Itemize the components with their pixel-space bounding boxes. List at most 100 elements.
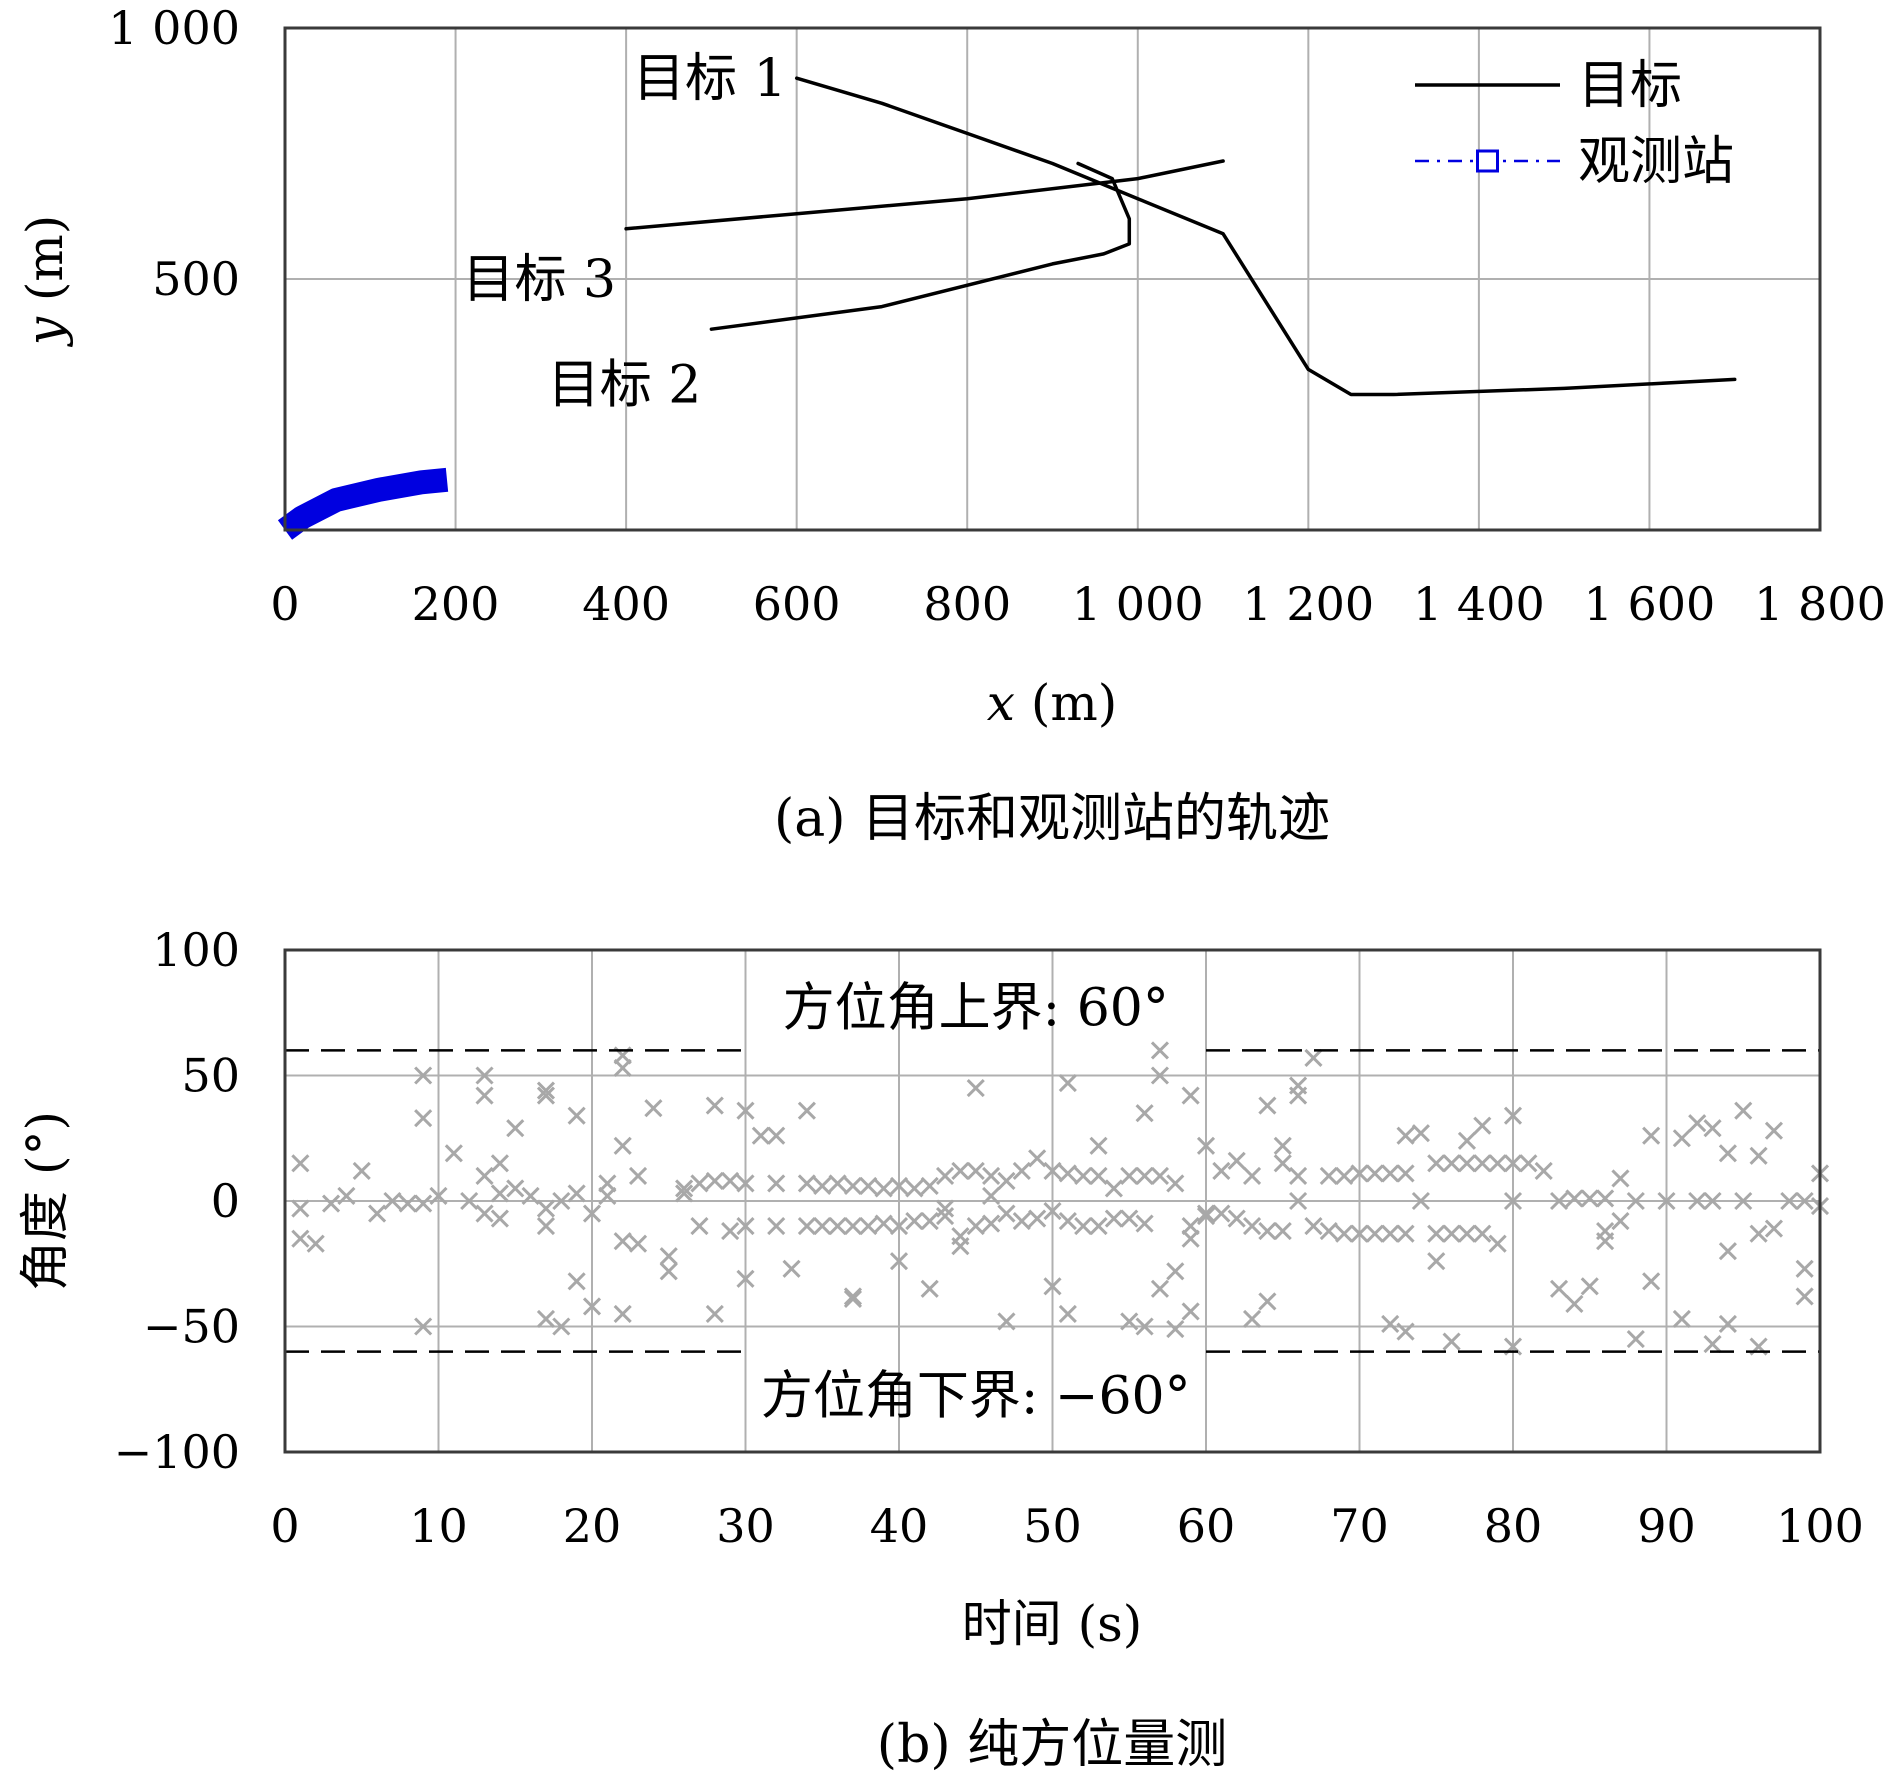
bearing-point	[321, 1194, 341, 1213]
bearing-point	[1258, 1292, 1277, 1311]
bearing-point	[1503, 1191, 1523, 1211]
bearing-point	[828, 1217, 847, 1236]
bearing-point	[1580, 1277, 1599, 1296]
bearing-point	[813, 1176, 832, 1196]
bearing-point	[1596, 1232, 1615, 1251]
bearing-point	[1196, 1206, 1216, 1226]
bearing-point	[1181, 1217, 1200, 1236]
y-tick-label: 100	[152, 923, 240, 977]
bearing-point	[1089, 1217, 1108, 1236]
bearing-point	[1396, 1126, 1415, 1145]
bearing-point	[536, 1217, 556, 1236]
target-label: 目标 3	[462, 250, 616, 310]
bearing-point	[1427, 1224, 1446, 1243]
bearing-point	[1120, 1166, 1139, 1185]
legend-label: 观测站	[1578, 132, 1734, 192]
bearing-point	[736, 1217, 755, 1236]
bearing-point	[1764, 1121, 1784, 1140]
bearing-point	[1611, 1212, 1630, 1231]
bearing-point	[1657, 1191, 1676, 1211]
bearing-point	[997, 1312, 1016, 1331]
bearing-point	[398, 1194, 417, 1213]
bearing-point	[536, 1086, 556, 1105]
bearing-point	[368, 1204, 387, 1223]
bearing-chart: 方位角上界: 60° 方位角下界: −60° 0 10 20 30 40 50 60 70 80 9…	[16, 923, 1864, 1775]
bearing-point	[1304, 1048, 1323, 1067]
bearing-point	[690, 1174, 709, 1193]
bearing-point	[1442, 1224, 1461, 1243]
bearing-point	[843, 1287, 863, 1306]
bearing-point	[843, 1217, 863, 1236]
bearing-point	[1427, 1252, 1446, 1271]
bearing-point	[1396, 1224, 1415, 1243]
target-track	[709, 161, 1132, 331]
bearing-point	[1734, 1191, 1753, 1211]
bearing-point	[628, 1234, 648, 1253]
lower-bound-label: 方位角下界: −60°	[761, 1367, 1191, 1427]
bearing-point	[1718, 1314, 1737, 1334]
x-tick-label: 1 200	[1242, 577, 1374, 631]
bearing-point	[1503, 1106, 1523, 1125]
bearing-point	[613, 1136, 632, 1155]
y-tick-label: 50	[181, 1049, 240, 1103]
bearing-point	[1258, 1222, 1277, 1241]
bearing-point	[1012, 1212, 1031, 1231]
trajectory-chart: 0 200 400 600 800 1 000 1 200 1 400 1 600 1 800 50…	[16, 1, 1886, 849]
target-label: 目标 1	[633, 49, 787, 109]
bearing-point	[705, 1304, 724, 1324]
bearing-point	[797, 1174, 816, 1193]
bearing-point	[490, 1184, 509, 1203]
bearing-point	[1028, 1209, 1047, 1228]
bearing-point	[1135, 1104, 1154, 1123]
legend-label: 目标	[1578, 56, 1682, 116]
bearing-point	[1058, 1164, 1077, 1183]
bearing-point	[1196, 1136, 1216, 1155]
bearing-point	[1749, 1146, 1768, 1165]
bearing-point	[843, 1289, 863, 1308]
bearing-point	[889, 1217, 909, 1236]
bearing-point	[1519, 1154, 1538, 1173]
trajectory-series	[277, 76, 1737, 540]
bearing-point	[567, 1184, 586, 1203]
bearing-point	[1381, 1314, 1400, 1334]
trajectory-caption: (a) 目标和观测站的轨迹	[774, 789, 1330, 849]
bearing-point	[1227, 1209, 1246, 1228]
bearing-bounds: 方位角上界: 60° 方位角下界: −60°	[285, 978, 1820, 1427]
bearing-point	[1120, 1312, 1139, 1331]
bearing-point	[705, 1096, 724, 1115]
bearing-point	[1273, 1136, 1292, 1155]
bearing-point	[1043, 1161, 1062, 1180]
bearing-point	[414, 1066, 433, 1085]
target-track	[624, 159, 1225, 231]
bearing-point	[521, 1186, 540, 1206]
bearing-point	[1181, 1302, 1200, 1321]
bearing-point	[1166, 1319, 1185, 1339]
bearing-point	[1242, 1217, 1262, 1236]
bearing-point	[859, 1176, 878, 1196]
bearing-point	[1227, 1151, 1246, 1170]
bearing-point	[874, 1179, 893, 1198]
bearing-point	[1258, 1096, 1277, 1115]
trajectory-y-axis-label: y (m)	[16, 215, 74, 348]
bearing-point	[675, 1184, 694, 1203]
bearing-point	[1473, 1224, 1492, 1243]
bearing-point	[1089, 1166, 1108, 1185]
bearing-point	[506, 1119, 525, 1138]
bearing-point	[1626, 1191, 1645, 1211]
bearing-point	[1626, 1329, 1645, 1349]
bearing-point	[767, 1174, 786, 1193]
bearing-point	[1734, 1101, 1753, 1120]
bearing-point	[966, 1161, 985, 1180]
bearing-point	[1304, 1217, 1323, 1236]
trajectory-annotations: 目标 1 目标 2 目标 3	[462, 49, 786, 415]
bearing-point	[889, 1176, 909, 1196]
bearing-point	[1764, 1219, 1784, 1238]
bearing-plot-frame	[283, 948, 1822, 1454]
bearing-point	[628, 1166, 648, 1185]
bearing-point	[1503, 1154, 1523, 1173]
bearing-point	[874, 1214, 893, 1233]
bearing-point	[1457, 1224, 1477, 1243]
bearing-point	[935, 1206, 955, 1226]
bearing-point	[552, 1191, 571, 1211]
